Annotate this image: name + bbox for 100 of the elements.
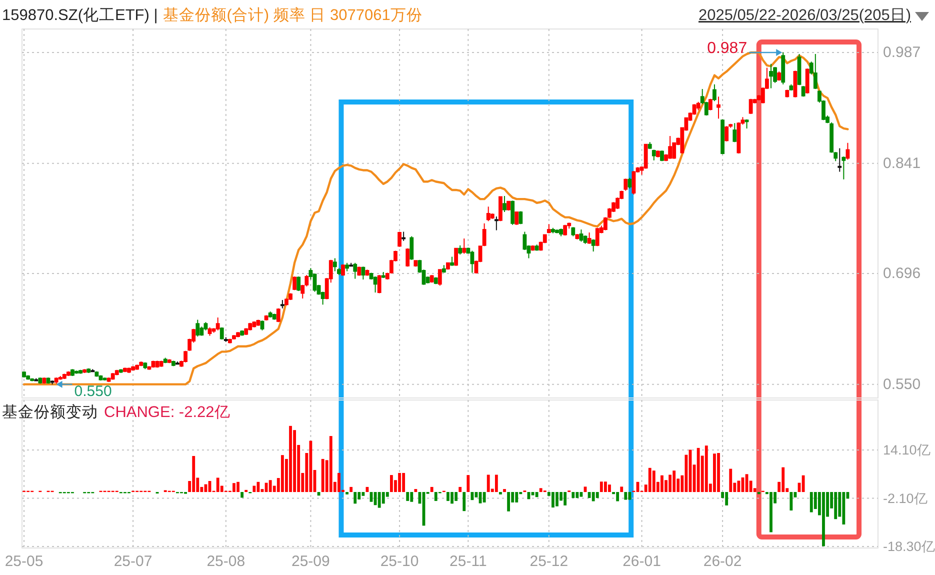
bar bbox=[556, 492, 558, 506]
candlestick bbox=[280, 300, 284, 309]
y-tick-label: -2.10亿 bbox=[883, 490, 928, 506]
text: 2025/05/22-2026/03/25(205日) bbox=[698, 7, 911, 24]
candlestick bbox=[450, 256, 454, 266]
bar bbox=[624, 492, 628, 500]
candlestick bbox=[430, 274, 434, 284]
candlestick bbox=[54, 377, 58, 384]
candlestick bbox=[438, 269, 442, 286]
candlestick bbox=[349, 262, 354, 268]
x-tick-label: 26-02 bbox=[703, 553, 742, 570]
x-tick-label: 26-01 bbox=[622, 553, 661, 570]
candlestick bbox=[518, 210, 523, 225]
candlestick bbox=[785, 89, 790, 98]
bar bbox=[564, 492, 567, 506]
bar bbox=[552, 492, 554, 508]
candlestick bbox=[502, 196, 506, 212]
candlestick bbox=[114, 369, 119, 376]
candlestick bbox=[555, 228, 559, 234]
bar bbox=[576, 492, 579, 498]
candlestick bbox=[668, 136, 672, 160]
candlestick bbox=[414, 260, 418, 268]
bar bbox=[770, 492, 772, 532]
bar bbox=[240, 492, 244, 498]
annotation: 0.550 bbox=[74, 382, 112, 400]
candlestick bbox=[361, 266, 366, 280]
candlestick bbox=[724, 126, 729, 142]
candlestick bbox=[171, 360, 176, 367]
bar bbox=[280, 455, 284, 492]
bar bbox=[430, 486, 434, 492]
x-tick-label: 25-10 bbox=[380, 553, 419, 570]
bar bbox=[358, 492, 361, 500]
candlestick bbox=[62, 373, 66, 380]
bar bbox=[648, 468, 652, 492]
candlestick bbox=[26, 374, 30, 380]
bar bbox=[244, 490, 248, 492]
bar bbox=[354, 492, 357, 504]
bar bbox=[660, 475, 664, 492]
candlestick bbox=[292, 276, 296, 291]
candlestick bbox=[127, 367, 131, 374]
x-tick-label: 25-12 bbox=[530, 553, 568, 570]
y-tick-label: 0.550 bbox=[883, 376, 921, 393]
bar bbox=[398, 472, 401, 492]
bar bbox=[486, 474, 490, 492]
candlestick bbox=[732, 122, 737, 143]
candlestick bbox=[34, 378, 38, 382]
bar bbox=[236, 482, 240, 492]
candlestick bbox=[78, 369, 82, 374]
bar bbox=[252, 486, 256, 492]
x-tick-label: 25-07 bbox=[114, 553, 152, 570]
candlestick bbox=[454, 248, 458, 266]
candlestick bbox=[434, 276, 438, 285]
bar bbox=[350, 486, 353, 492]
bar bbox=[600, 482, 603, 492]
bar bbox=[620, 486, 624, 492]
bar bbox=[382, 492, 385, 504]
x-tick-label: 25-08 bbox=[206, 553, 246, 570]
bar bbox=[309, 440, 312, 492]
candlestick bbox=[846, 142, 850, 160]
bar bbox=[668, 474, 672, 492]
y-tick-label: 14.10亿 bbox=[883, 442, 931, 458]
candlestick bbox=[159, 360, 164, 368]
candlestick bbox=[777, 71, 782, 82]
candlestick bbox=[748, 98, 753, 115]
candlestick bbox=[656, 150, 660, 158]
bar bbox=[482, 492, 486, 502]
candlestick bbox=[353, 262, 358, 280]
candlestick bbox=[720, 118, 724, 155]
bar bbox=[232, 483, 236, 492]
candlestick bbox=[652, 149, 656, 161]
bar bbox=[802, 475, 805, 492]
candlestick bbox=[82, 368, 87, 374]
x-tick-label: 25-05 bbox=[4, 553, 44, 570]
candlestick bbox=[296, 276, 301, 292]
annotation: 0.987 bbox=[707, 40, 748, 58]
y-tick-label: 0.841 bbox=[883, 154, 921, 172]
candlestick bbox=[345, 262, 349, 272]
candlestick bbox=[410, 236, 414, 260]
bar bbox=[834, 492, 838, 520]
bar bbox=[402, 472, 406, 492]
bar bbox=[216, 478, 220, 492]
candlestick bbox=[106, 377, 111, 383]
bar bbox=[329, 436, 332, 492]
candlestick bbox=[805, 68, 810, 94]
candlestick bbox=[90, 368, 95, 372]
candlestick bbox=[196, 319, 200, 337]
candlestick bbox=[58, 375, 62, 380]
candlestick bbox=[571, 226, 576, 237]
candlestick bbox=[769, 63, 773, 89]
bar bbox=[572, 492, 575, 498]
bar bbox=[268, 480, 272, 492]
candlestick bbox=[377, 274, 382, 294]
bar bbox=[604, 482, 607, 492]
bar bbox=[810, 492, 813, 512]
bar bbox=[588, 492, 591, 498]
candlestick bbox=[94, 370, 99, 378]
candlestick bbox=[70, 368, 74, 376]
bar bbox=[414, 489, 418, 492]
candlestick bbox=[268, 310, 272, 318]
text: 基金份额(合计) 频率 日 3077061万份 bbox=[162, 6, 422, 24]
